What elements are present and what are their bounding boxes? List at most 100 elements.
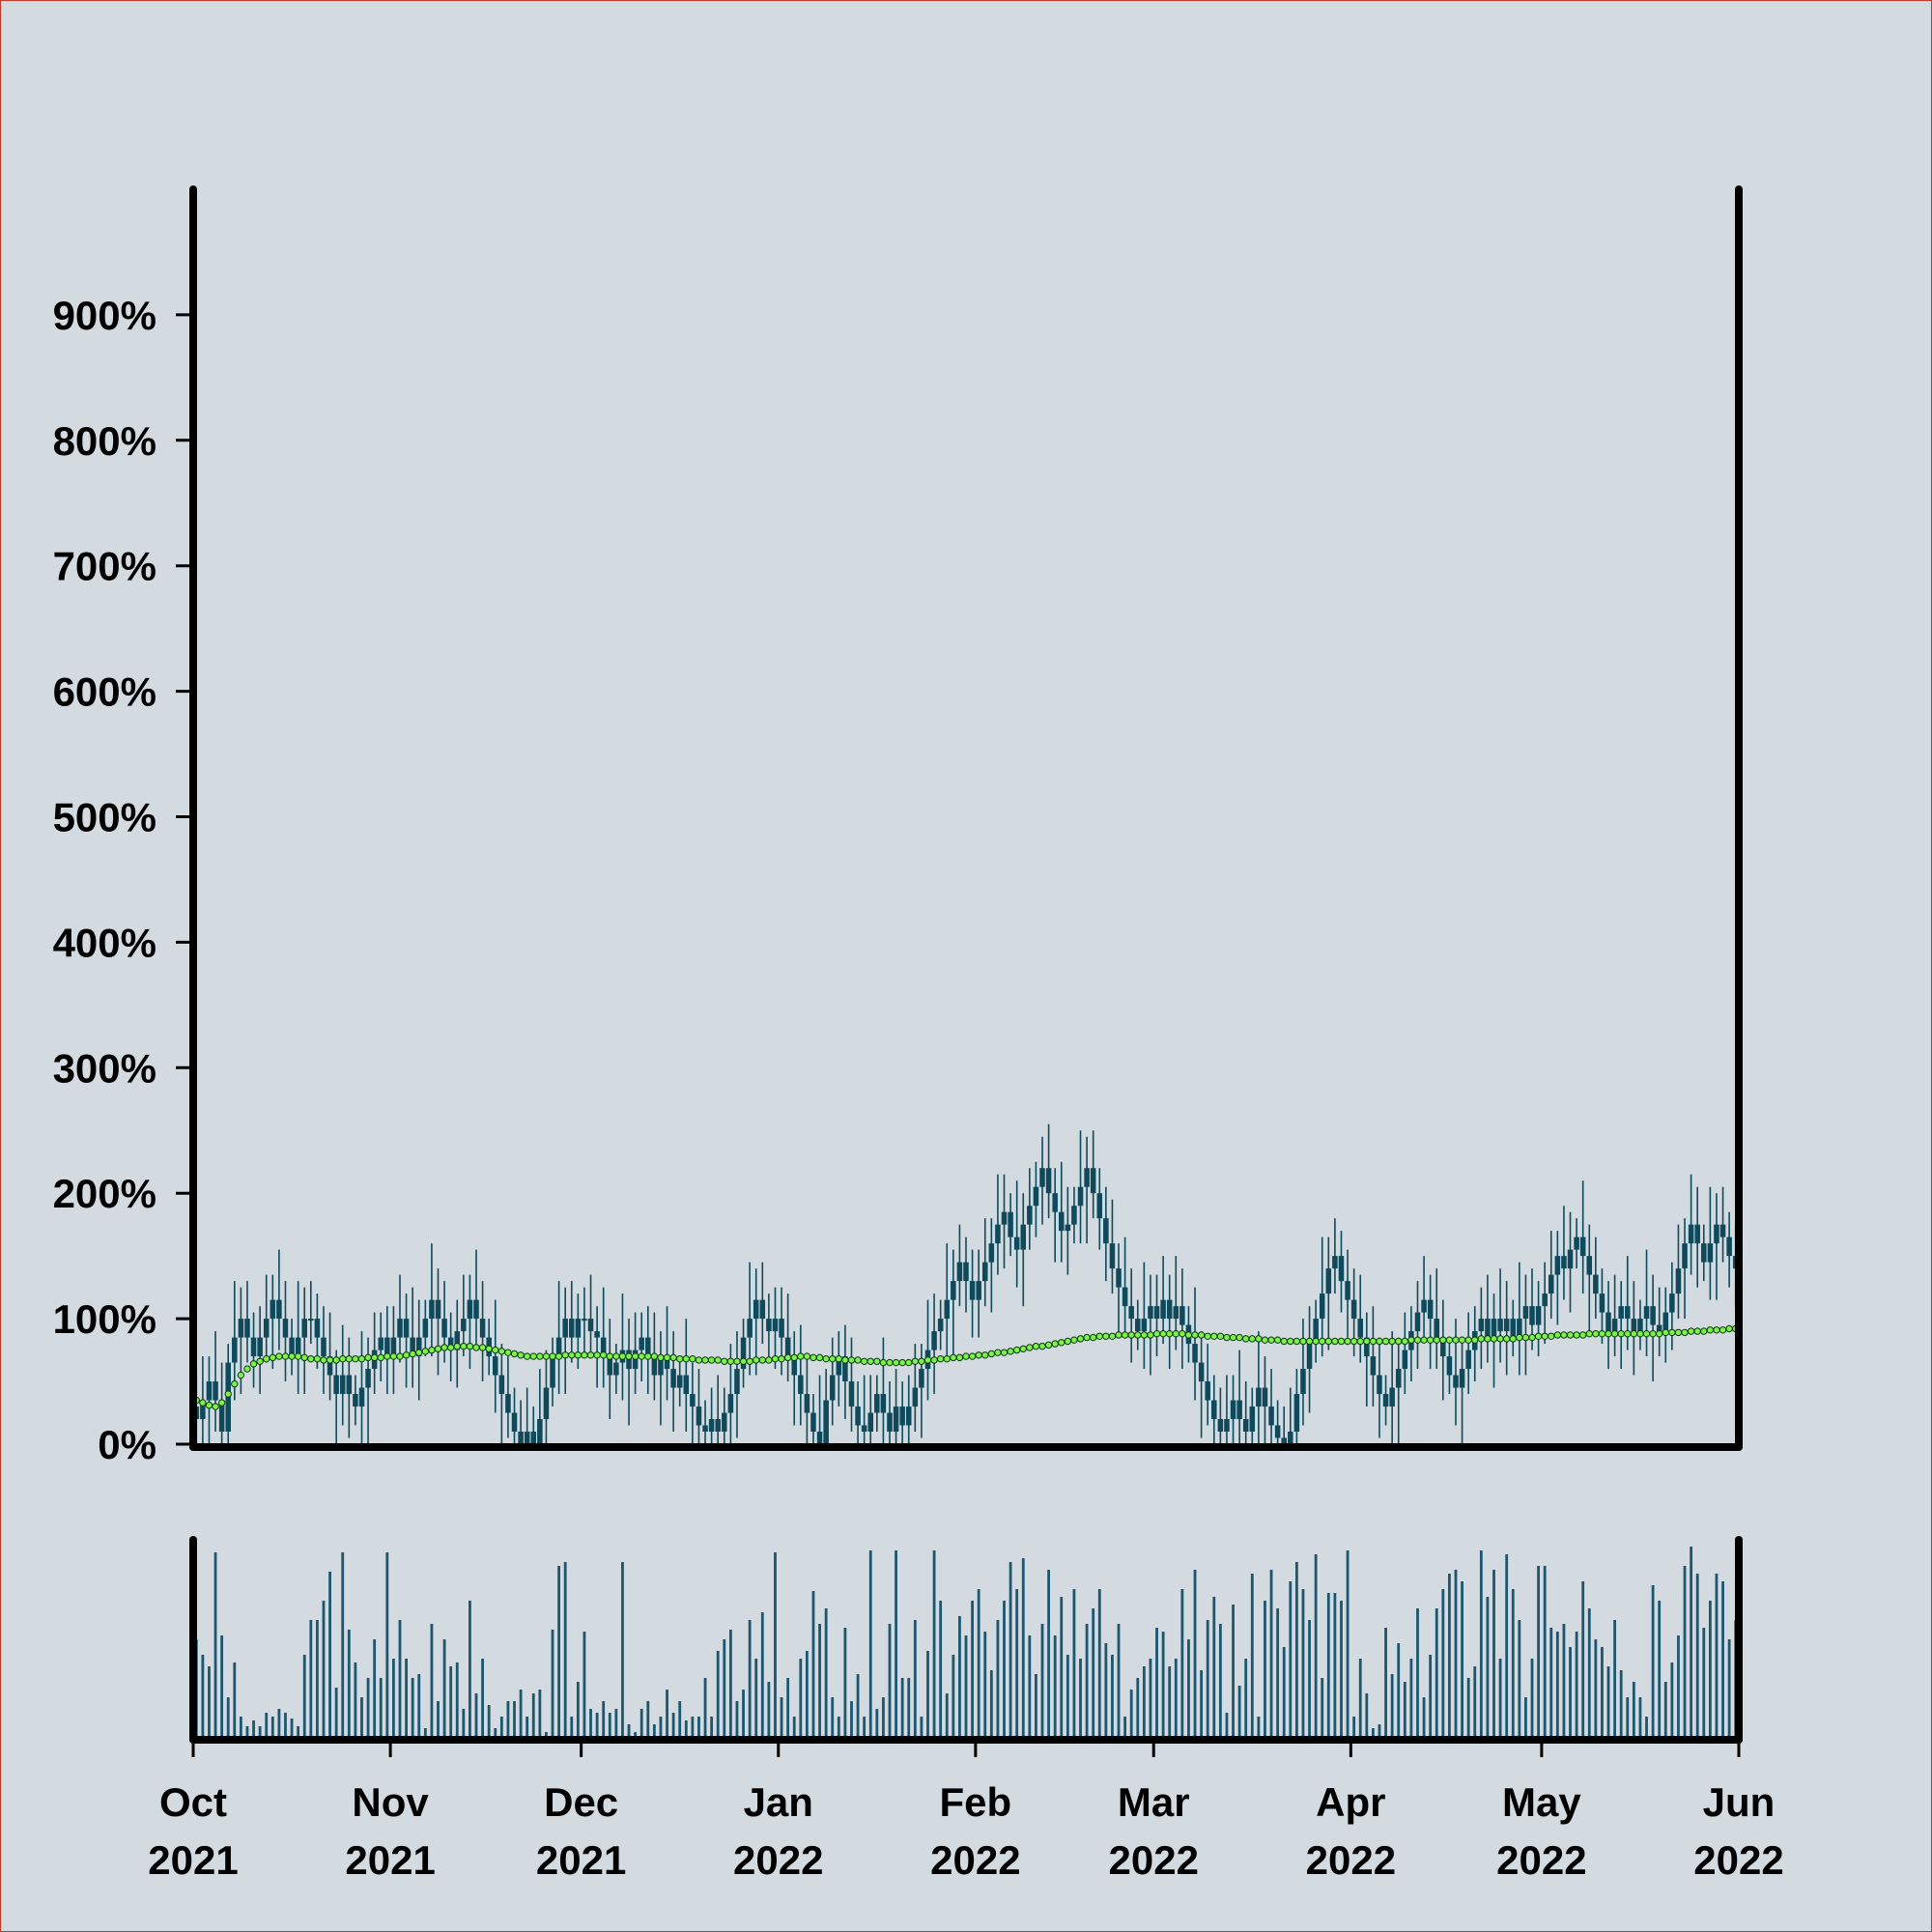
moving-average-point xyxy=(561,1351,569,1359)
candle-body xyxy=(613,1362,619,1376)
candle-body xyxy=(365,1369,371,1388)
candle-body xyxy=(200,1400,206,1420)
volume-bar xyxy=(474,1693,478,1736)
moving-average-point xyxy=(733,1357,741,1365)
moving-average-point xyxy=(199,1399,207,1406)
candle-body xyxy=(429,1299,435,1320)
candle-body xyxy=(569,1319,575,1338)
moving-average-point xyxy=(1108,1332,1117,1340)
moving-average-point xyxy=(707,1356,716,1364)
volume-bar xyxy=(201,1655,205,1736)
volume-bar xyxy=(989,1670,993,1736)
moving-average-point xyxy=(1223,1333,1231,1342)
candle-body xyxy=(1364,1337,1370,1357)
moving-average-point xyxy=(1553,1331,1562,1339)
moving-average-point xyxy=(1299,1337,1307,1346)
y-tick-label: 600% xyxy=(53,669,156,715)
volume-bar xyxy=(1092,1608,1095,1736)
volume-bar xyxy=(1492,1570,1495,1736)
volume-bar xyxy=(551,1630,554,1736)
volume-bar xyxy=(882,1697,885,1736)
moving-average-point xyxy=(797,1352,805,1360)
candle-body xyxy=(301,1319,307,1338)
moving-average-point xyxy=(243,1365,251,1373)
candle-body xyxy=(976,1281,981,1300)
volume-bar xyxy=(297,1726,300,1736)
candle-body xyxy=(1491,1319,1497,1338)
candle-body xyxy=(963,1262,969,1282)
candle-body xyxy=(537,1419,543,1444)
candle-body xyxy=(384,1337,390,1357)
volume-bar xyxy=(850,1701,853,1736)
moving-average-point xyxy=(332,1356,340,1364)
candle-body xyxy=(1440,1337,1446,1357)
candle-body xyxy=(333,1375,339,1395)
moving-average-point xyxy=(1038,1342,1046,1350)
moving-average-point xyxy=(237,1371,245,1379)
volume-bar xyxy=(1212,1597,1216,1736)
moving-average-point xyxy=(1655,1329,1663,1338)
candle-body xyxy=(664,1356,670,1370)
candle-body xyxy=(1446,1356,1453,1376)
volume-bar xyxy=(1562,1624,1566,1736)
moving-average-point xyxy=(898,1358,906,1367)
candle-body xyxy=(1522,1306,1529,1320)
y-tick-label: 100% xyxy=(53,1296,156,1342)
moving-average-point xyxy=(300,1353,308,1362)
volume-bar xyxy=(1035,1674,1037,1736)
moving-average-point xyxy=(1344,1337,1351,1346)
candle-body xyxy=(1599,1293,1605,1313)
moving-average-point xyxy=(1363,1337,1371,1346)
moving-average-point xyxy=(1662,1328,1669,1337)
candle-body xyxy=(1325,1268,1332,1294)
volume-bar xyxy=(1085,1624,1089,1736)
volume-bar xyxy=(634,1732,638,1736)
moving-average-point xyxy=(1592,1329,1600,1338)
moving-average-point xyxy=(1471,1336,1479,1344)
moving-average-point xyxy=(1407,1336,1415,1344)
volume-bar xyxy=(589,1709,592,1736)
moving-average-point xyxy=(612,1352,620,1360)
moving-average-point xyxy=(1560,1331,1568,1339)
candle-body xyxy=(1618,1306,1624,1320)
moving-average-point xyxy=(1273,1336,1282,1344)
candle-body xyxy=(1389,1387,1395,1407)
volume-bar xyxy=(576,1682,580,1736)
volume-bar xyxy=(1294,1562,1298,1736)
moving-average-point xyxy=(1528,1333,1536,1342)
moving-average-point xyxy=(1331,1337,1339,1346)
volume-bar xyxy=(1498,1659,1502,1736)
moving-average-point xyxy=(1280,1337,1288,1346)
volume-bar xyxy=(983,1632,987,1736)
candle-body xyxy=(498,1375,505,1395)
candle-body xyxy=(1503,1319,1510,1332)
volume-bar xyxy=(1237,1686,1241,1736)
moving-average-point xyxy=(1477,1335,1486,1343)
candle-body xyxy=(1714,1224,1719,1244)
moving-average-point xyxy=(1248,1335,1256,1343)
candle-body xyxy=(238,1319,244,1338)
moving-average-point xyxy=(320,1356,327,1364)
moving-average-point xyxy=(1019,1345,1027,1352)
candle-body xyxy=(1593,1274,1599,1294)
moving-average-point xyxy=(689,1354,696,1363)
moving-average-point xyxy=(886,1358,894,1367)
moving-average-point xyxy=(790,1353,798,1362)
volume-bar xyxy=(595,1713,599,1736)
volume-bar xyxy=(405,1659,408,1736)
volume-bar xyxy=(1601,1647,1604,1736)
moving-average-point xyxy=(212,1403,219,1410)
volume-bar xyxy=(710,1717,714,1736)
moving-average-point xyxy=(377,1353,384,1362)
volume-bar xyxy=(1390,1674,1394,1736)
volume-bar xyxy=(545,1732,548,1736)
moving-average-point xyxy=(1115,1331,1122,1339)
candle-body xyxy=(403,1319,410,1338)
volume-bar xyxy=(570,1717,574,1736)
candle-body xyxy=(861,1425,867,1433)
candle-body xyxy=(944,1299,951,1320)
moving-average-point xyxy=(1140,1331,1149,1339)
moving-average-point xyxy=(905,1358,913,1367)
candle-body xyxy=(1045,1168,1052,1194)
volume-bar xyxy=(531,1693,535,1736)
